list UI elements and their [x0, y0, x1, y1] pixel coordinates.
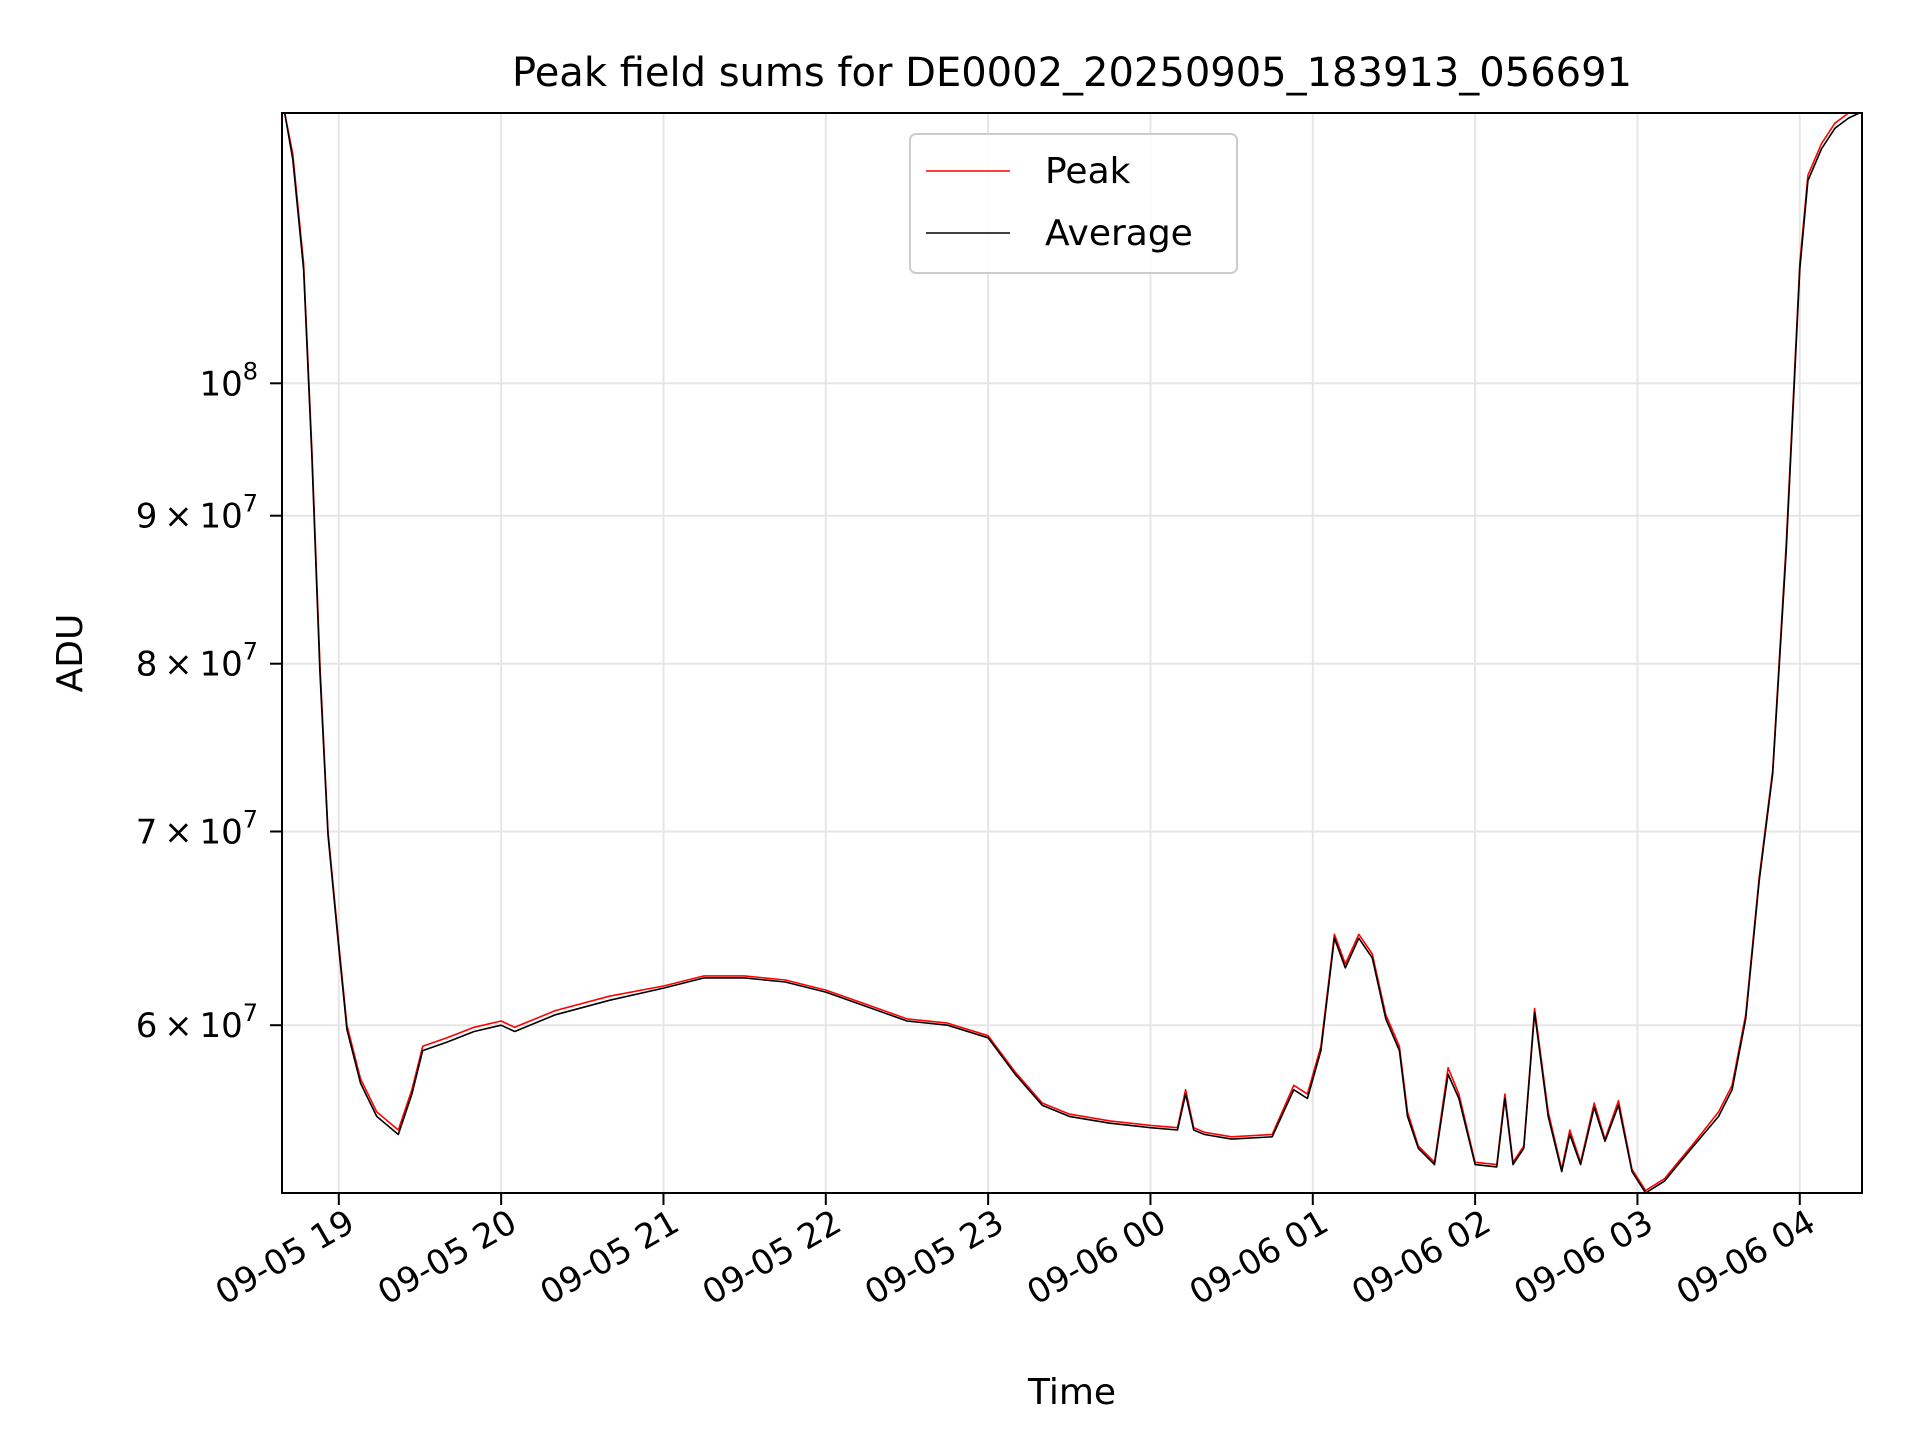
- y-tick-exponent: 7: [243, 806, 258, 834]
- legend-label-peak: Peak: [1045, 151, 1131, 192]
- y-tick-label: 6 × 107: [136, 999, 258, 1046]
- y-tick-times: ×: [157, 1006, 199, 1046]
- y-tick-mantissa: 7: [136, 813, 158, 853]
- y-tick-base: 10: [199, 1006, 242, 1046]
- y-tick-label: 9 × 107: [136, 490, 258, 537]
- y-tick-times: ×: [157, 813, 199, 853]
- y-tick-mantissa: 9: [136, 497, 158, 537]
- y-axis-label: ADU: [50, 614, 91, 693]
- y-tick-mantissa: 6: [136, 1006, 158, 1046]
- grid: [282, 113, 1862, 1193]
- y-tick-mantissa: 8: [136, 645, 158, 685]
- legend-box: [909, 133, 1238, 274]
- legend: Peak Average: [909, 133, 1238, 274]
- y-tick-base: 10: [199, 813, 242, 853]
- y-tick-base: 10: [199, 364, 242, 404]
- series-line-average: [283, 113, 1860, 1193]
- y-tick-label: 7 × 107: [136, 806, 258, 853]
- y-tick-exponent: 8: [243, 357, 258, 385]
- y-tick-base: 10: [199, 497, 242, 537]
- y-tick-times: ×: [157, 645, 199, 685]
- y-tick-times: ×: [157, 497, 199, 537]
- legend-label-average: Average: [1045, 213, 1193, 254]
- y-tick-exponent: 7: [243, 999, 258, 1027]
- y-tick-label: 8 × 107: [136, 638, 258, 685]
- series-layer: [283, 113, 1860, 1193]
- plot-frame: [281, 112, 1863, 1194]
- y-tick-base: 10: [199, 645, 242, 685]
- y-tick-exponent: 7: [243, 638, 258, 666]
- y-tick-exponent: 7: [243, 490, 258, 518]
- x-axis-label: Time: [1027, 1372, 1116, 1413]
- y-tick-label: 108: [199, 357, 258, 404]
- chart-title: Peak field sums for DE0002_20250905_1839…: [512, 50, 1632, 96]
